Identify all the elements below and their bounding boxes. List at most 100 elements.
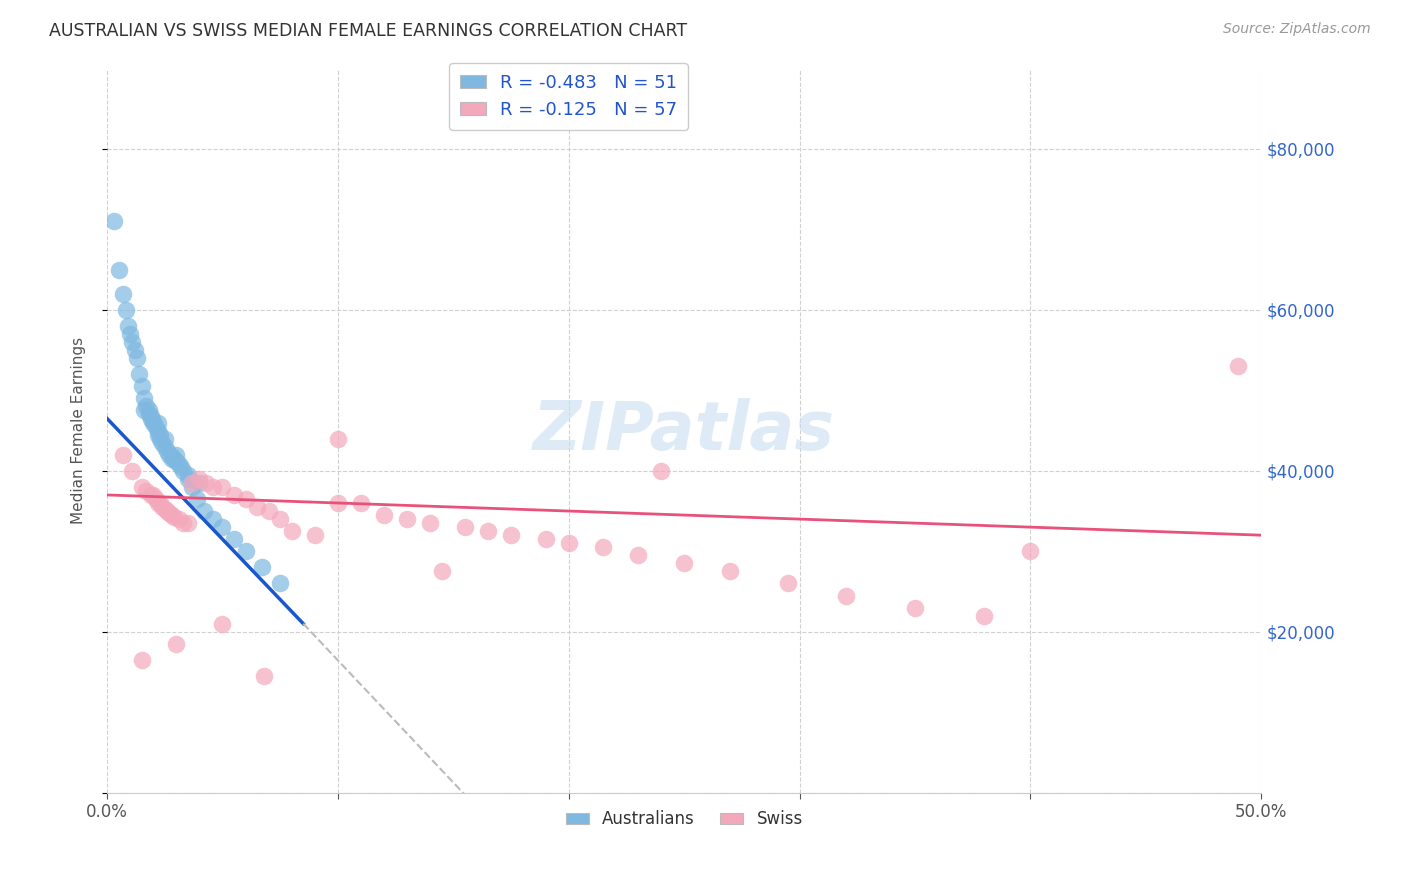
- Point: [142, 416, 165, 430]
- Point: [120, 326, 142, 341]
- Point: [246, 500, 269, 514]
- Point: [139, 409, 162, 423]
- Point: [477, 524, 499, 538]
- Point: [222, 488, 245, 502]
- Legend: Australians, Swiss: Australians, Swiss: [558, 804, 810, 835]
- Point: [131, 379, 153, 393]
- Point: [776, 576, 799, 591]
- Point: [138, 403, 160, 417]
- Point: [152, 500, 174, 514]
- Point: [167, 512, 190, 526]
- Point: [172, 516, 194, 530]
- Point: [1019, 544, 1042, 558]
- Point: [627, 549, 650, 563]
- Point: [202, 480, 225, 494]
- Point: [177, 516, 200, 530]
- Point: [165, 637, 187, 651]
- Point: [350, 496, 373, 510]
- Text: Source: ZipAtlas.com: Source: ZipAtlas.com: [1223, 22, 1371, 37]
- Y-axis label: Median Female Earnings: Median Female Earnings: [72, 337, 86, 524]
- Point: [650, 464, 672, 478]
- Point: [186, 491, 208, 506]
- Point: [973, 608, 995, 623]
- Point: [170, 459, 193, 474]
- Point: [558, 536, 581, 550]
- Point: [177, 472, 200, 486]
- Point: [149, 432, 172, 446]
- Point: [281, 524, 304, 538]
- Point: [211, 616, 233, 631]
- Point: [326, 432, 349, 446]
- Point: [1227, 359, 1250, 374]
- Point: [835, 589, 858, 603]
- Point: [138, 408, 160, 422]
- Point: [534, 532, 557, 546]
- Point: [131, 653, 153, 667]
- Point: [156, 443, 179, 458]
- Point: [121, 334, 143, 349]
- Point: [128, 368, 150, 382]
- Point: [181, 480, 204, 494]
- Point: [235, 544, 257, 558]
- Point: [181, 475, 204, 490]
- Point: [165, 454, 187, 468]
- Point: [499, 528, 522, 542]
- Point: [718, 565, 741, 579]
- Point: [195, 475, 218, 490]
- Point: [177, 467, 200, 482]
- Point: [153, 432, 176, 446]
- Point: [257, 504, 280, 518]
- Point: [419, 516, 441, 530]
- Point: [145, 419, 167, 434]
- Point: [142, 488, 165, 502]
- Point: [131, 480, 153, 494]
- Point: [211, 480, 233, 494]
- Point: [152, 435, 174, 450]
- Point: [145, 491, 167, 506]
- Point: [160, 450, 183, 464]
- Point: [153, 440, 176, 454]
- Point: [269, 512, 291, 526]
- Point: [153, 502, 176, 516]
- Point: [132, 403, 155, 417]
- Point: [112, 286, 135, 301]
- Point: [202, 512, 225, 526]
- Point: [326, 496, 349, 510]
- Point: [107, 262, 129, 277]
- Point: [454, 520, 477, 534]
- Point: [117, 318, 139, 333]
- Point: [146, 496, 169, 510]
- Point: [142, 414, 165, 428]
- Point: [160, 451, 183, 466]
- Point: [235, 491, 257, 506]
- Point: [592, 541, 614, 555]
- Text: AUSTRALIAN VS SWISS MEDIAN FEMALE EARNINGS CORRELATION CHART: AUSTRALIAN VS SWISS MEDIAN FEMALE EARNIN…: [49, 22, 688, 40]
- Point: [149, 496, 172, 510]
- Point: [146, 416, 169, 430]
- Point: [193, 504, 215, 518]
- Point: [396, 512, 419, 526]
- Point: [222, 532, 245, 546]
- Point: [132, 392, 155, 406]
- Point: [160, 508, 183, 522]
- Point: [172, 464, 194, 478]
- Point: [157, 506, 180, 520]
- Point: [163, 510, 186, 524]
- Point: [112, 448, 135, 462]
- Point: [430, 565, 453, 579]
- Point: [904, 600, 927, 615]
- Point: [304, 528, 326, 542]
- Point: [114, 302, 136, 317]
- Point: [163, 451, 186, 466]
- Point: [673, 557, 696, 571]
- Point: [139, 411, 162, 425]
- Point: [125, 351, 148, 366]
- Point: [188, 475, 211, 490]
- Point: [253, 669, 276, 683]
- Point: [211, 520, 233, 534]
- Point: [121, 464, 143, 478]
- Text: ZIPatlas: ZIPatlas: [533, 398, 835, 464]
- Point: [135, 400, 157, 414]
- Point: [135, 483, 157, 498]
- Point: [146, 424, 169, 438]
